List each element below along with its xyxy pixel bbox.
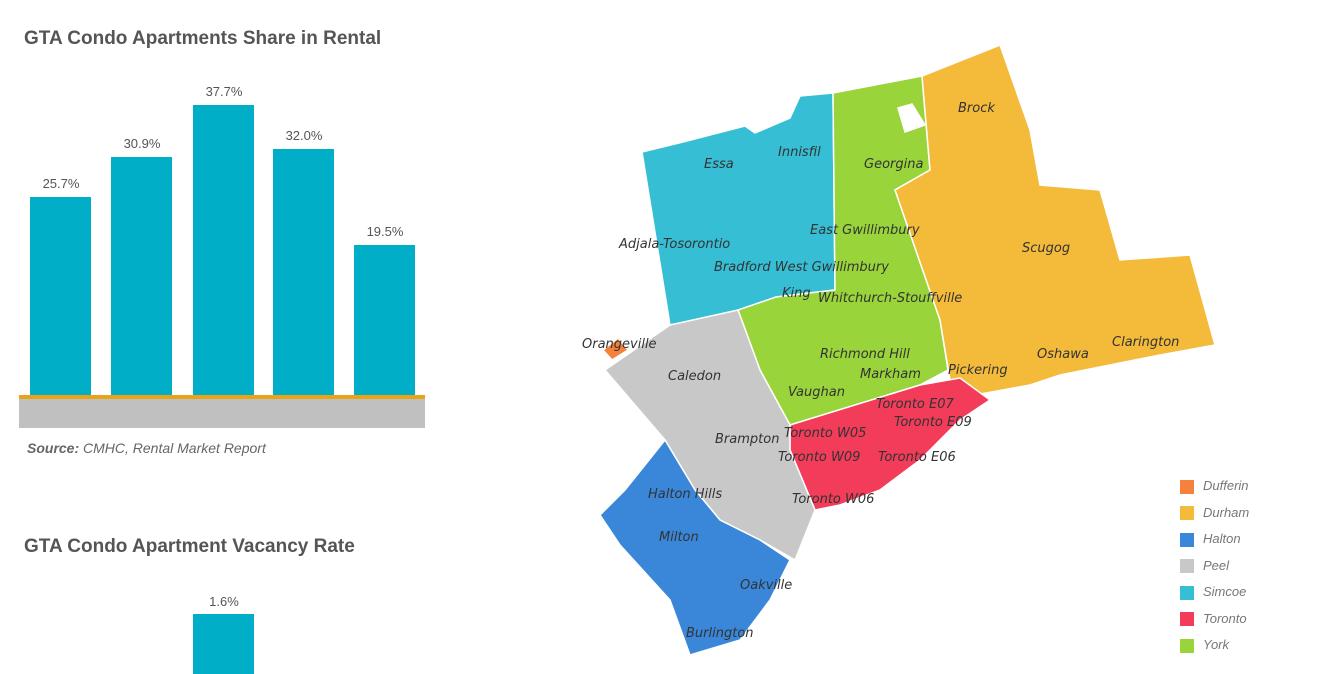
map-label: Whitchurch-Stouffville (818, 291, 962, 306)
legend-swatch (1180, 532, 1194, 547)
map-label: Innisfil (778, 145, 821, 160)
map-label: Brock (958, 101, 995, 116)
region-halton[interactable] (599, 438, 791, 656)
map-label: Oshawa (1037, 347, 1089, 362)
legend-swatch (1180, 479, 1194, 494)
map-label: Brampton (715, 432, 779, 447)
data-label: 25.7% (42, 176, 80, 192)
legend-label: Peel (1203, 557, 1230, 573)
bar-toronto-vacancy (193, 614, 254, 674)
bar-toronto (193, 105, 254, 395)
bar-halton (30, 197, 91, 395)
legend-item-peel: Peel (1180, 558, 1229, 574)
source-text: CMHC, Rental Market Report (83, 440, 266, 456)
legend-item-halton: Halton (1180, 531, 1241, 547)
legend-label: Durham (1203, 504, 1250, 520)
legend-label: Toronto (1203, 610, 1247, 626)
map-label: Toronto W06 (792, 492, 874, 507)
data-label: 30.9% (123, 136, 161, 152)
legend-label: Simcoe (1203, 584, 1247, 599)
map-label: Bradford West Gwillimbury (714, 260, 889, 275)
map-label: Pickering (948, 363, 1008, 378)
legend-swatch (1180, 506, 1194, 521)
legend-label: Halton (1203, 531, 1241, 546)
legend-item-dufferin: Dufferin (1180, 478, 1249, 494)
map-label: Vaughan (788, 385, 845, 400)
legend-item-durham: Durham (1180, 505, 1249, 521)
legend-swatch (1180, 559, 1194, 574)
legend-item-toronto: Toronto (1180, 611, 1247, 627)
source-note: Source: CMHC, Rental Market Report (27, 440, 266, 456)
map-label: Essa (704, 157, 734, 172)
map-label: Oakville (740, 578, 792, 593)
bar-peel (111, 157, 172, 395)
map-label: Georgina (864, 157, 923, 172)
map-label: East Gwillimbury (810, 223, 920, 238)
chart-title: GTA Condo Apartments Share in Rental (24, 28, 382, 49)
data-label: 32.0% (285, 127, 323, 143)
data-label: 19.5% (366, 224, 404, 239)
map-label: Clarington (1112, 335, 1179, 350)
map-label: Markham (860, 367, 921, 382)
map-label: Toronto W09 (778, 450, 860, 465)
map-label: Orangeville (582, 337, 657, 352)
map-label: Halton Hills (648, 487, 722, 502)
map-label: Milton (659, 530, 699, 545)
region-dufferin[interactable] (601, 336, 630, 361)
map-label: Richmond Hill (820, 347, 910, 362)
legend-swatch (1180, 585, 1194, 600)
x-axis-band (19, 395, 425, 428)
map-label: Burlington (686, 626, 754, 641)
bar-york (273, 148, 334, 395)
legend-label: York (1203, 637, 1230, 652)
chart-title-vacancy: GTA Condo Apartment Vacancy Rate (24, 536, 355, 557)
map-label: Toronto E09 (894, 415, 972, 430)
map-label: Caledon (668, 369, 721, 384)
lake-simcoe (897, 103, 927, 133)
region-durham[interactable] (894, 44, 1216, 396)
map-label: Adjala-Tosorontio (618, 237, 730, 252)
source-label: Source: (27, 440, 80, 456)
legend-label: Dufferin (1203, 478, 1249, 493)
legend-swatch (1180, 638, 1194, 653)
map-label: Toronto E06 (878, 450, 956, 465)
legend-item-simcoe: Simcoe (1180, 584, 1246, 600)
legend-swatch (1180, 612, 1194, 627)
map-label: Toronto E07 (876, 397, 954, 412)
map-label: King (782, 286, 811, 301)
map-label: Scugog (1022, 241, 1070, 256)
data-label: 37.7% (205, 84, 243, 99)
map-label: Toronto W05 (784, 426, 866, 441)
data-label: 1.6% (209, 594, 239, 609)
legend-item-york: York (1180, 637, 1229, 653)
bar-durham (354, 245, 415, 395)
